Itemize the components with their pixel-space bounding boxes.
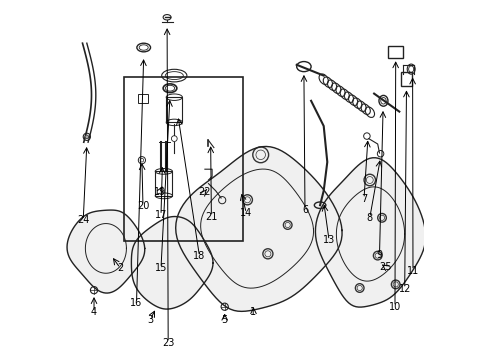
Text: 17: 17 xyxy=(155,210,167,220)
Text: 20: 20 xyxy=(137,201,149,211)
Text: 11: 11 xyxy=(406,266,418,276)
Text: 2: 2 xyxy=(117,263,123,273)
Polygon shape xyxy=(67,210,144,293)
Text: 9: 9 xyxy=(376,250,382,260)
Text: 14: 14 xyxy=(240,208,252,218)
Text: 6: 6 xyxy=(301,204,307,215)
Text: 24: 24 xyxy=(77,215,89,225)
Text: 13: 13 xyxy=(322,235,335,246)
Text: 18: 18 xyxy=(193,251,205,261)
Bar xyxy=(387,46,402,58)
Text: 12: 12 xyxy=(398,284,410,294)
Polygon shape xyxy=(175,147,341,311)
Bar xyxy=(166,97,182,122)
Text: 23: 23 xyxy=(162,338,174,348)
Text: 15: 15 xyxy=(155,263,167,273)
Text: 10: 10 xyxy=(388,302,400,312)
Text: 22: 22 xyxy=(198,186,211,197)
Text: 19: 19 xyxy=(153,186,166,197)
Bar xyxy=(400,72,411,86)
Text: 4: 4 xyxy=(91,307,97,318)
Polygon shape xyxy=(315,158,425,307)
Text: 1: 1 xyxy=(250,307,256,318)
Bar xyxy=(138,94,148,103)
Text: 3: 3 xyxy=(147,315,153,325)
Text: 21: 21 xyxy=(205,212,217,222)
Circle shape xyxy=(85,135,88,139)
Bar xyxy=(155,171,172,196)
Text: 5: 5 xyxy=(221,315,227,325)
Text: 8: 8 xyxy=(366,213,372,223)
Bar xyxy=(123,77,242,241)
Polygon shape xyxy=(131,216,213,309)
Text: 25: 25 xyxy=(379,262,391,272)
Text: 7: 7 xyxy=(360,194,366,204)
Text: 16: 16 xyxy=(130,298,142,308)
